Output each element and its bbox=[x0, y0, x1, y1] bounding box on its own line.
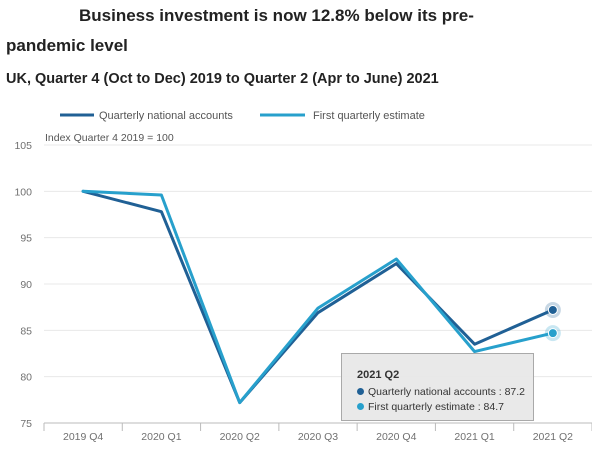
series-line-first-quarterly-estimate bbox=[81, 189, 555, 405]
tooltip-text-quarterly-national-accounts: Quarterly national accounts : 87.2 bbox=[368, 386, 526, 398]
y-tick-label: 85 bbox=[20, 325, 32, 337]
y-axis-unit-label: Index Quarter 4 2019 = 100 bbox=[45, 132, 174, 144]
tooltip-bullet-icon bbox=[357, 387, 364, 395]
x-tick-label: 2020 Q1 bbox=[141, 431, 181, 443]
tooltip-title: 2021 Q2 bbox=[357, 369, 400, 381]
series-line-quarterly-national-accounts bbox=[81, 189, 555, 405]
x-tick-label: 2019 Q4 bbox=[63, 431, 103, 443]
tooltip-row-quarterly-national-accounts: Quarterly national accounts : 87.2 bbox=[357, 386, 525, 398]
chart-subtitle: UK, Quarter 4 (Oct to Dec) 2019 to Quart… bbox=[6, 71, 439, 87]
data-tooltip: 2021 Q2 Quarterly national accounts : 87… bbox=[341, 353, 534, 421]
chart-title-line-1: Business investment is now 12.8% below i… bbox=[79, 6, 474, 25]
y-tick-label: 80 bbox=[20, 372, 32, 384]
legend-label-first-quarterly-estimate: First quarterly estimate bbox=[313, 110, 425, 122]
y-tick-label: 100 bbox=[14, 186, 32, 198]
tooltip-bullet-icon bbox=[357, 402, 364, 410]
y-tick-label: 90 bbox=[20, 279, 32, 291]
legend-label-quarterly-national-accounts: Quarterly national accounts bbox=[99, 110, 233, 122]
x-tick-label: 2021 Q2 bbox=[533, 431, 573, 443]
tooltip-text-first-quarterly-estimate: First quarterly estimate : 84.7 bbox=[368, 401, 504, 413]
y-tick-label: 75 bbox=[20, 418, 32, 430]
x-tick-label: 2020 Q4 bbox=[376, 431, 416, 443]
x-tick-label: 2020 Q2 bbox=[220, 431, 260, 443]
x-tick-label: 2020 Q3 bbox=[298, 431, 338, 443]
tooltip-row-first-quarterly-estimate: First quarterly estimate : 84.7 bbox=[357, 401, 504, 413]
data-point-marker[interactable] bbox=[547, 304, 558, 315]
chart-title-line-2: pandemic level bbox=[6, 36, 128, 55]
data-point-marker[interactable] bbox=[547, 328, 558, 339]
y-tick-label: 105 bbox=[14, 140, 32, 152]
x-tick-label: 2021 Q1 bbox=[454, 431, 494, 443]
legend[interactable]: Quarterly national accounts First quarte… bbox=[60, 110, 425, 122]
y-tick-label: 95 bbox=[20, 233, 32, 245]
